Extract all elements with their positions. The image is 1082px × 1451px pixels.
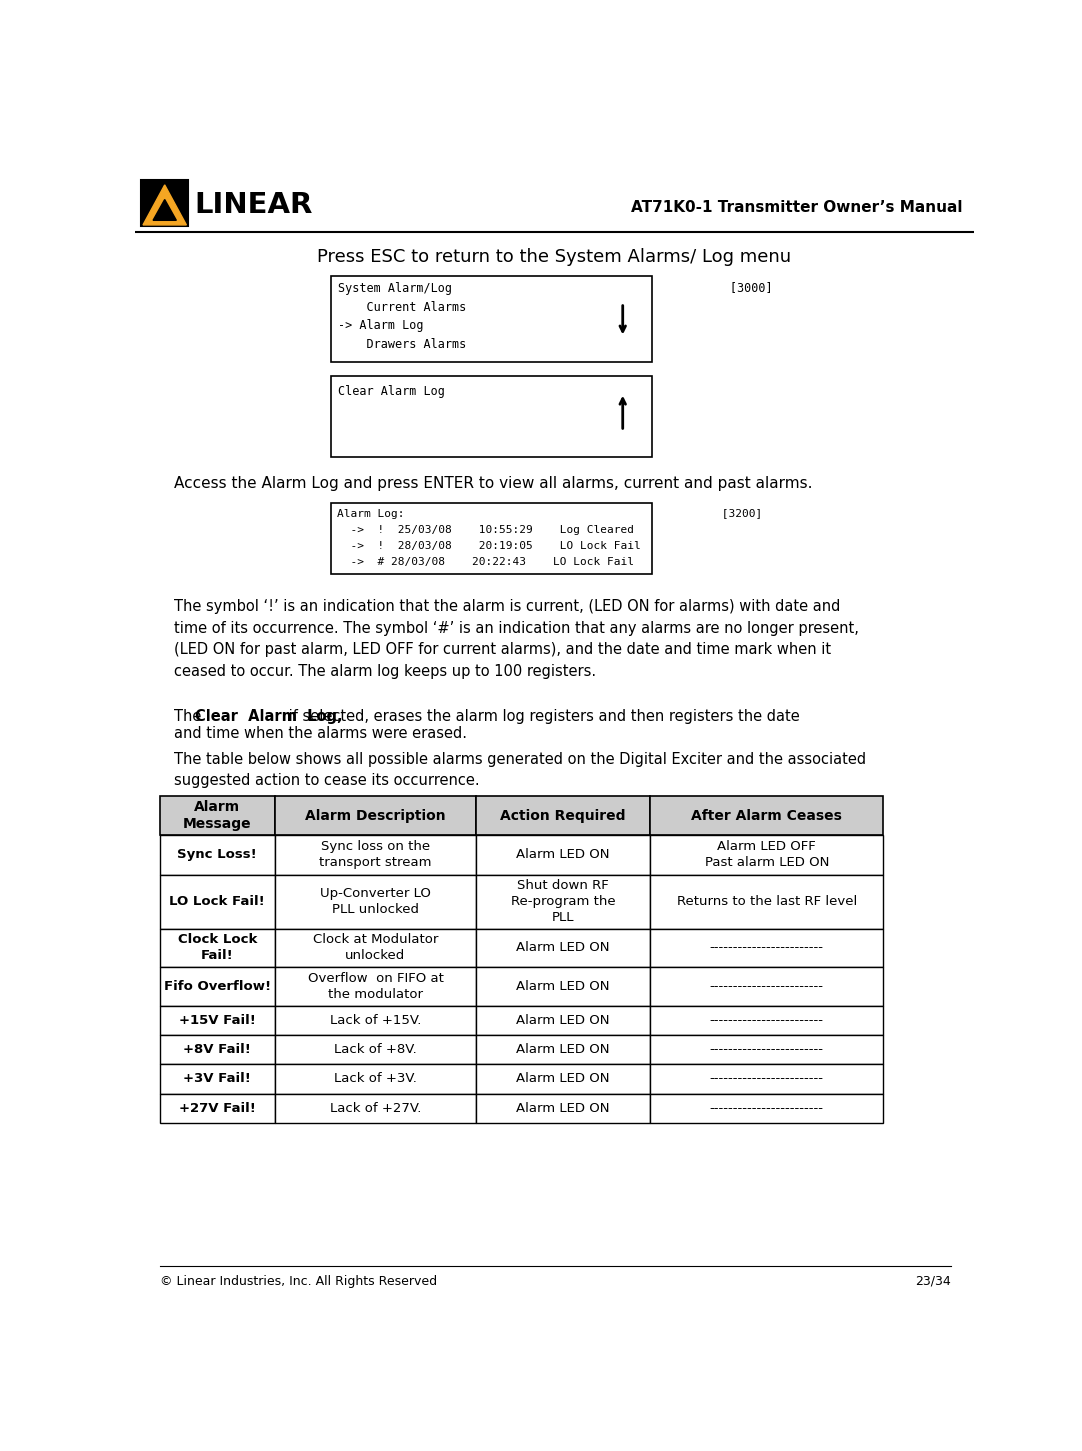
Bar xyxy=(330,503,652,573)
Polygon shape xyxy=(143,184,186,225)
Text: Alarm LED ON: Alarm LED ON xyxy=(516,979,610,992)
Bar xyxy=(160,1006,275,1035)
Text: Sync Loss!: Sync Loss! xyxy=(177,849,258,862)
Bar xyxy=(650,834,883,875)
Text: Alarm LED ON: Alarm LED ON xyxy=(516,1072,610,1085)
Bar xyxy=(650,1064,883,1094)
Text: ------------------------: ------------------------ xyxy=(710,1014,823,1027)
Text: Overflow  on FIFO at
the modulator: Overflow on FIFO at the modulator xyxy=(307,972,444,1001)
Bar xyxy=(160,797,275,834)
Bar xyxy=(650,1094,883,1123)
Bar xyxy=(650,929,883,968)
Bar xyxy=(275,1064,476,1094)
Text: The: The xyxy=(174,710,206,724)
Text: Clock at Modulator
unlocked: Clock at Modulator unlocked xyxy=(313,933,438,962)
Text: AT71K0-1 Transmitter Owner’s Manual: AT71K0-1 Transmitter Owner’s Manual xyxy=(632,200,963,215)
Text: if selected, erases the alarm log registers and then registers the date: if selected, erases the alarm log regist… xyxy=(285,710,800,724)
Bar xyxy=(275,834,476,875)
Text: Drawers Alarms: Drawers Alarms xyxy=(339,338,466,351)
Text: Press ESC to return to the System Alarms/ Log menu: Press ESC to return to the System Alarms… xyxy=(317,248,792,267)
Bar xyxy=(476,929,650,968)
Text: Clear Alarm Log: Clear Alarm Log xyxy=(339,385,445,398)
Bar xyxy=(160,968,275,1006)
Bar xyxy=(160,834,275,875)
Bar xyxy=(476,875,650,929)
Bar xyxy=(650,968,883,1006)
Text: +27V Fail!: +27V Fail! xyxy=(179,1101,255,1114)
Text: Alarm LED OFF
Past alarm LED ON: Alarm LED OFF Past alarm LED ON xyxy=(704,840,829,869)
Text: The symbol ‘!’ is an indication that the alarm is current, (LED ON for alarms) w: The symbol ‘!’ is an indication that the… xyxy=(174,599,859,679)
Text: ------------------------: ------------------------ xyxy=(710,1072,823,1085)
Bar xyxy=(476,834,650,875)
Bar xyxy=(476,968,650,1006)
Bar xyxy=(275,1094,476,1123)
Bar xyxy=(650,1035,883,1064)
Text: Access the Alarm Log and press ENTER to view all alarms, current and past alarms: Access the Alarm Log and press ENTER to … xyxy=(174,476,813,490)
Text: -> Alarm Log: -> Alarm Log xyxy=(339,319,424,332)
Text: Lack of +15V.: Lack of +15V. xyxy=(330,1014,421,1027)
Text: Alarm LED ON: Alarm LED ON xyxy=(516,1101,610,1114)
Bar xyxy=(275,797,476,834)
Text: Up-Converter LO
PLL unlocked: Up-Converter LO PLL unlocked xyxy=(320,887,431,916)
Text: LINEAR: LINEAR xyxy=(194,192,313,219)
Text: ------------------------: ------------------------ xyxy=(710,979,823,992)
Bar xyxy=(160,1064,275,1094)
Text: Lack of +8V.: Lack of +8V. xyxy=(334,1043,417,1056)
Bar xyxy=(476,1064,650,1094)
Bar xyxy=(650,875,883,929)
Text: +3V Fail!: +3V Fail! xyxy=(184,1072,251,1085)
Bar xyxy=(330,276,652,361)
Bar xyxy=(650,1006,883,1035)
Text: System Alarm/Log                                       [3000]: System Alarm/Log [3000] xyxy=(339,283,773,296)
Bar xyxy=(330,376,652,457)
Text: Alarm LED ON: Alarm LED ON xyxy=(516,1014,610,1027)
Text: LO Lock Fail!: LO Lock Fail! xyxy=(170,895,265,908)
Bar xyxy=(476,1035,650,1064)
Text: Lack of +27V.: Lack of +27V. xyxy=(330,1101,421,1114)
Text: Alarm LED ON: Alarm LED ON xyxy=(516,1043,610,1056)
Bar xyxy=(160,929,275,968)
Bar xyxy=(476,1094,650,1123)
Bar xyxy=(275,1006,476,1035)
Text: Lack of +3V.: Lack of +3V. xyxy=(334,1072,417,1085)
Text: Alarm Description: Alarm Description xyxy=(305,808,446,823)
Text: and time when the alarms were erased.: and time when the alarms were erased. xyxy=(174,726,467,741)
Bar xyxy=(275,875,476,929)
Bar xyxy=(160,875,275,929)
Bar xyxy=(275,929,476,968)
Text: © Linear Industries, Inc. All Rights Reserved: © Linear Industries, Inc. All Rights Res… xyxy=(160,1275,437,1288)
Text: Alarm
Message: Alarm Message xyxy=(183,800,252,831)
Text: 23/34: 23/34 xyxy=(914,1275,951,1288)
Text: ------------------------: ------------------------ xyxy=(710,1101,823,1114)
Text: Current Alarms: Current Alarms xyxy=(339,300,466,313)
Text: After Alarm Ceases: After Alarm Ceases xyxy=(691,808,842,823)
Text: ->  !  25/03/08    10:55:29    Log Cleared: -> ! 25/03/08 10:55:29 Log Cleared xyxy=(337,525,634,535)
Text: Sync loss on the
transport stream: Sync loss on the transport stream xyxy=(319,840,432,869)
Text: Alarm Log:                                               [3200]: Alarm Log: [3200] xyxy=(337,509,762,518)
Text: The table below shows all possible alarms generated on the Digital Exciter and t: The table below shows all possible alarm… xyxy=(174,752,866,788)
Text: Alarm LED ON: Alarm LED ON xyxy=(516,942,610,955)
Bar xyxy=(142,180,188,226)
Bar xyxy=(275,1035,476,1064)
Bar xyxy=(476,797,650,834)
Text: ------------------------: ------------------------ xyxy=(710,942,823,955)
Text: Fifo Overflow!: Fifo Overflow! xyxy=(163,979,270,992)
Polygon shape xyxy=(153,200,176,221)
Text: ->  # 28/03/08    20:22:43    LO Lock Fail: -> # 28/03/08 20:22:43 LO Lock Fail xyxy=(337,557,634,567)
Text: ------------------------: ------------------------ xyxy=(710,1043,823,1056)
Text: Returns to the last RF level: Returns to the last RF level xyxy=(676,895,857,908)
Bar xyxy=(160,1094,275,1123)
Bar xyxy=(476,1006,650,1035)
Text: +15V Fail!: +15V Fail! xyxy=(179,1014,255,1027)
Text: ->  !  28/03/08    20:19:05    LO Lock Fail: -> ! 28/03/08 20:19:05 LO Lock Fail xyxy=(337,541,641,551)
Text: Clock Lock
Fail!: Clock Lock Fail! xyxy=(177,933,258,962)
Text: +8V Fail!: +8V Fail! xyxy=(184,1043,251,1056)
Bar xyxy=(650,797,883,834)
Text: Action Required: Action Required xyxy=(501,808,626,823)
Text: Alarm LED ON: Alarm LED ON xyxy=(516,849,610,862)
Bar xyxy=(275,968,476,1006)
Text: Clear  Alarm  Log,: Clear Alarm Log, xyxy=(195,710,343,724)
Text: Shut down RF
Re-program the
PLL: Shut down RF Re-program the PLL xyxy=(511,879,616,924)
Bar xyxy=(160,1035,275,1064)
